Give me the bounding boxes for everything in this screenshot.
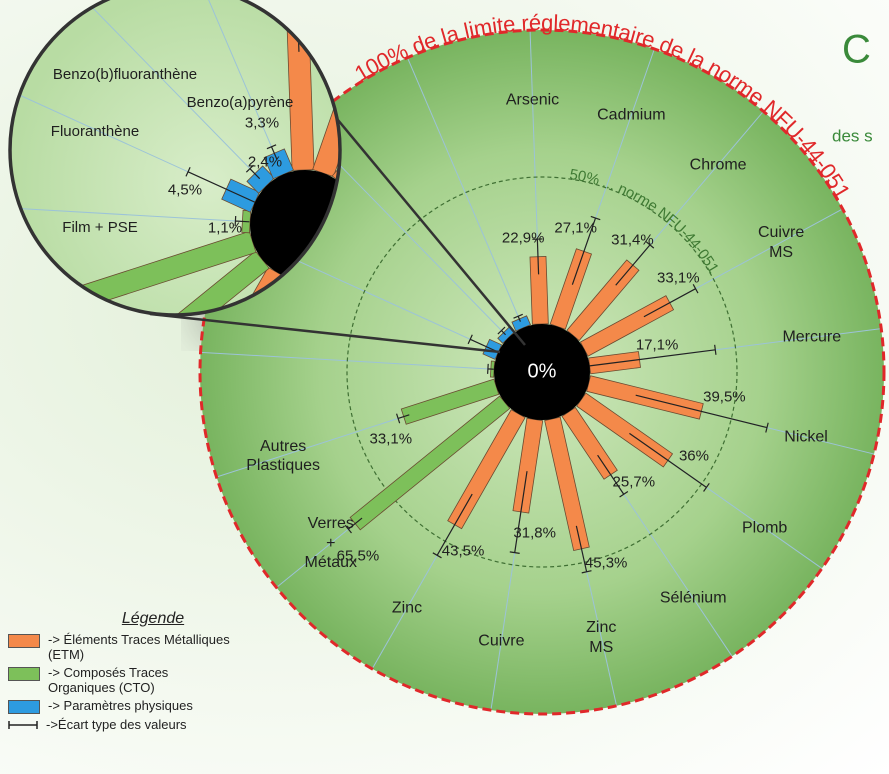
legend-label: -> Paramètres physiques xyxy=(48,698,193,713)
error-bar xyxy=(575,525,592,574)
value-label: 25,7% xyxy=(612,473,656,491)
value-label: 31,4% xyxy=(611,231,654,249)
error-bar xyxy=(643,284,699,318)
legend-title: Légende xyxy=(121,610,185,627)
error-bar xyxy=(16,308,46,315)
error-bar xyxy=(589,344,717,367)
chart-title: C xyxy=(842,28,871,72)
bar xyxy=(529,256,549,325)
inset-border xyxy=(8,0,342,317)
error-bar xyxy=(513,313,523,322)
value-label: 65,5% xyxy=(336,547,380,565)
legend-error-symbol xyxy=(8,719,38,731)
category-label: Plomb xyxy=(741,519,788,537)
value-label: 17,1% xyxy=(635,336,679,354)
error-bar xyxy=(497,326,506,336)
center-disk xyxy=(494,324,590,420)
legend-label: -> Composés Traces Organiques (CTO) xyxy=(48,665,169,695)
error-bar xyxy=(185,166,256,203)
zoom-line xyxy=(149,312,501,354)
legend: Légende -> Éléments Traces Métalliques (… xyxy=(8,610,238,735)
center-label: 0% xyxy=(528,360,557,382)
legend-items: -> Éléments Traces Métalliques (ETM) -> C… xyxy=(8,632,238,714)
main-plot: 0% xyxy=(198,28,886,716)
error-bar xyxy=(635,394,769,433)
legend-label: ->Écart type des valeurs xyxy=(46,717,187,732)
legend-label: -> Éléments Traces Métalliques (ETM) xyxy=(48,632,230,662)
value-label: 4,5% xyxy=(167,181,203,199)
error-bar xyxy=(509,471,528,554)
value-label: 45,3% xyxy=(584,554,628,572)
error-bar xyxy=(432,493,473,559)
category-label: Cuivre MS xyxy=(757,224,805,261)
bar xyxy=(312,0,340,178)
value-label: 36% xyxy=(678,447,709,465)
category-label: Fluoranthène xyxy=(50,123,140,140)
legend-item: -> Paramètres physiques xyxy=(8,698,238,714)
error-bar xyxy=(245,164,261,180)
category-label: Sélénium xyxy=(659,589,727,607)
value-label: 2,4% xyxy=(247,153,283,171)
error-bar xyxy=(615,241,655,286)
value-label: 31,8% xyxy=(513,524,556,542)
category-label: Chrome xyxy=(689,156,747,174)
value-label: 39,5% xyxy=(703,388,746,406)
value-label: 22,9% xyxy=(501,229,545,247)
spoke xyxy=(200,351,543,373)
category-label: Autres Plastiques xyxy=(246,437,321,474)
legend-swatch xyxy=(8,700,40,714)
limit-circle xyxy=(198,28,886,716)
category-label: Benzo(a)pyrène xyxy=(186,94,294,111)
category-label: Film + PSE xyxy=(62,219,138,236)
error-bar xyxy=(396,413,410,424)
value-label: 33,1% xyxy=(657,269,700,287)
zoom-line xyxy=(317,95,526,346)
error-bar xyxy=(532,238,543,275)
category-label: Cuivre xyxy=(478,632,525,650)
category-label: Cadmium xyxy=(597,106,666,124)
half-circle xyxy=(346,176,738,568)
category-label: Zinc MS xyxy=(586,619,617,656)
value-label: 33,1% xyxy=(369,430,413,448)
category-label: Benzo(b)fluoranthène xyxy=(52,66,198,83)
value-label: 1,1% xyxy=(207,219,243,237)
value-label: 43,5% xyxy=(441,542,485,560)
category-label: Arsenic xyxy=(505,91,560,109)
legend-item: -> Éléments Traces Métalliques (ETM) xyxy=(8,632,238,662)
category-label: Nickel xyxy=(784,428,828,446)
error-bar xyxy=(234,215,250,227)
error-bar xyxy=(597,454,629,498)
legend-swatch xyxy=(8,667,40,681)
value-label: 27,1% xyxy=(554,219,597,237)
error-bar xyxy=(571,215,601,285)
chart-subtitle: des s xyxy=(832,126,873,145)
legend-item: ->Écart type des valeurs xyxy=(8,717,238,732)
legend-swatch xyxy=(8,634,40,648)
error-bar xyxy=(629,432,710,492)
error-bar xyxy=(344,517,363,534)
category-label: Mercure xyxy=(782,328,842,346)
value-label: 3,3% xyxy=(244,114,280,132)
legend-item: -> Composés Traces Organiques (CTO) xyxy=(8,665,238,695)
error-bar xyxy=(467,334,499,353)
category-label: Zinc xyxy=(391,599,423,617)
category-label: Verres + Métaux xyxy=(304,515,358,571)
error-bar xyxy=(487,363,494,374)
error-bar xyxy=(266,144,278,160)
error-bar xyxy=(80,462,172,613)
